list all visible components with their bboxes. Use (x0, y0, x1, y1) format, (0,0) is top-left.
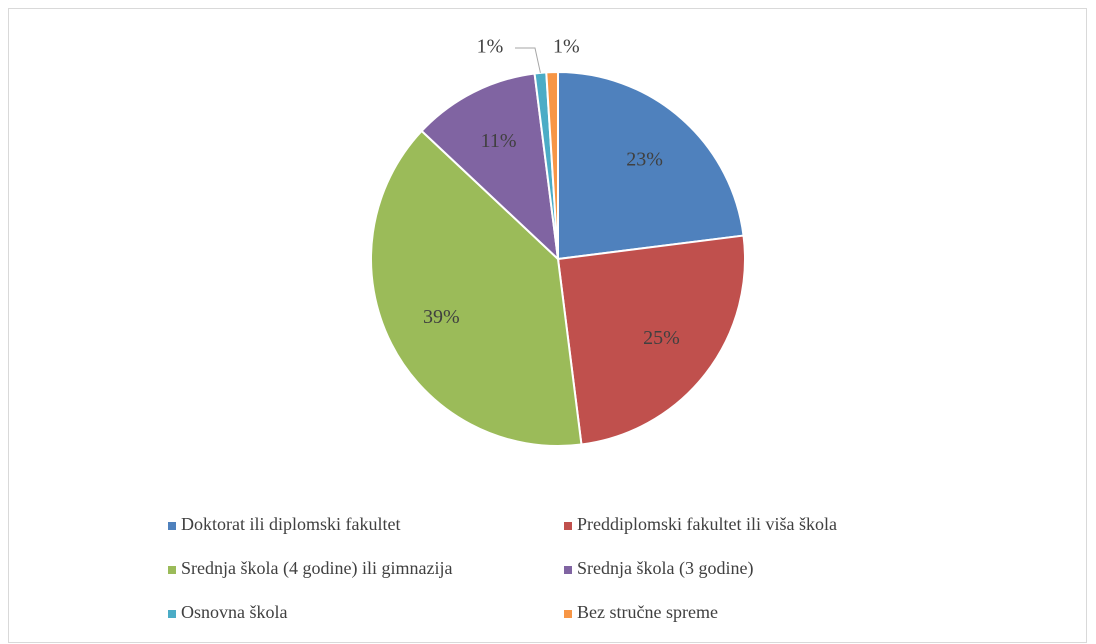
legend-label: Doktorat ili diplomski fakultet (181, 514, 400, 534)
data-label: 39% (423, 306, 460, 328)
legend-swatch (564, 522, 572, 530)
leader-line (515, 47, 541, 73)
data-label: 1% (477, 36, 504, 58)
legend-label: Srednja škola (4 godine) ili gimnazija (181, 558, 452, 579)
pie-slice (557, 70, 745, 261)
legend-label: Srednja škola (3 godine) (577, 558, 753, 579)
data-label: 23% (626, 148, 663, 170)
pie-slice (370, 129, 583, 447)
legend-swatch (168, 566, 176, 574)
data-label: 11% (481, 130, 517, 152)
legend-swatch (564, 566, 572, 574)
pie-slice (420, 72, 560, 262)
legend-label: Bez stručne spreme (577, 602, 718, 622)
data-label: 25% (643, 327, 680, 349)
data-label: 1% (553, 36, 580, 58)
legend-swatch (168, 610, 176, 618)
legend-label: Preddiplomski fakultet ili viša škola (577, 514, 837, 534)
pie-slice (556, 234, 746, 446)
legend-swatch (564, 610, 572, 618)
legend-swatch (168, 522, 176, 530)
pie-slice (545, 70, 559, 260)
legend-label: Osnovna škola (181, 602, 288, 622)
